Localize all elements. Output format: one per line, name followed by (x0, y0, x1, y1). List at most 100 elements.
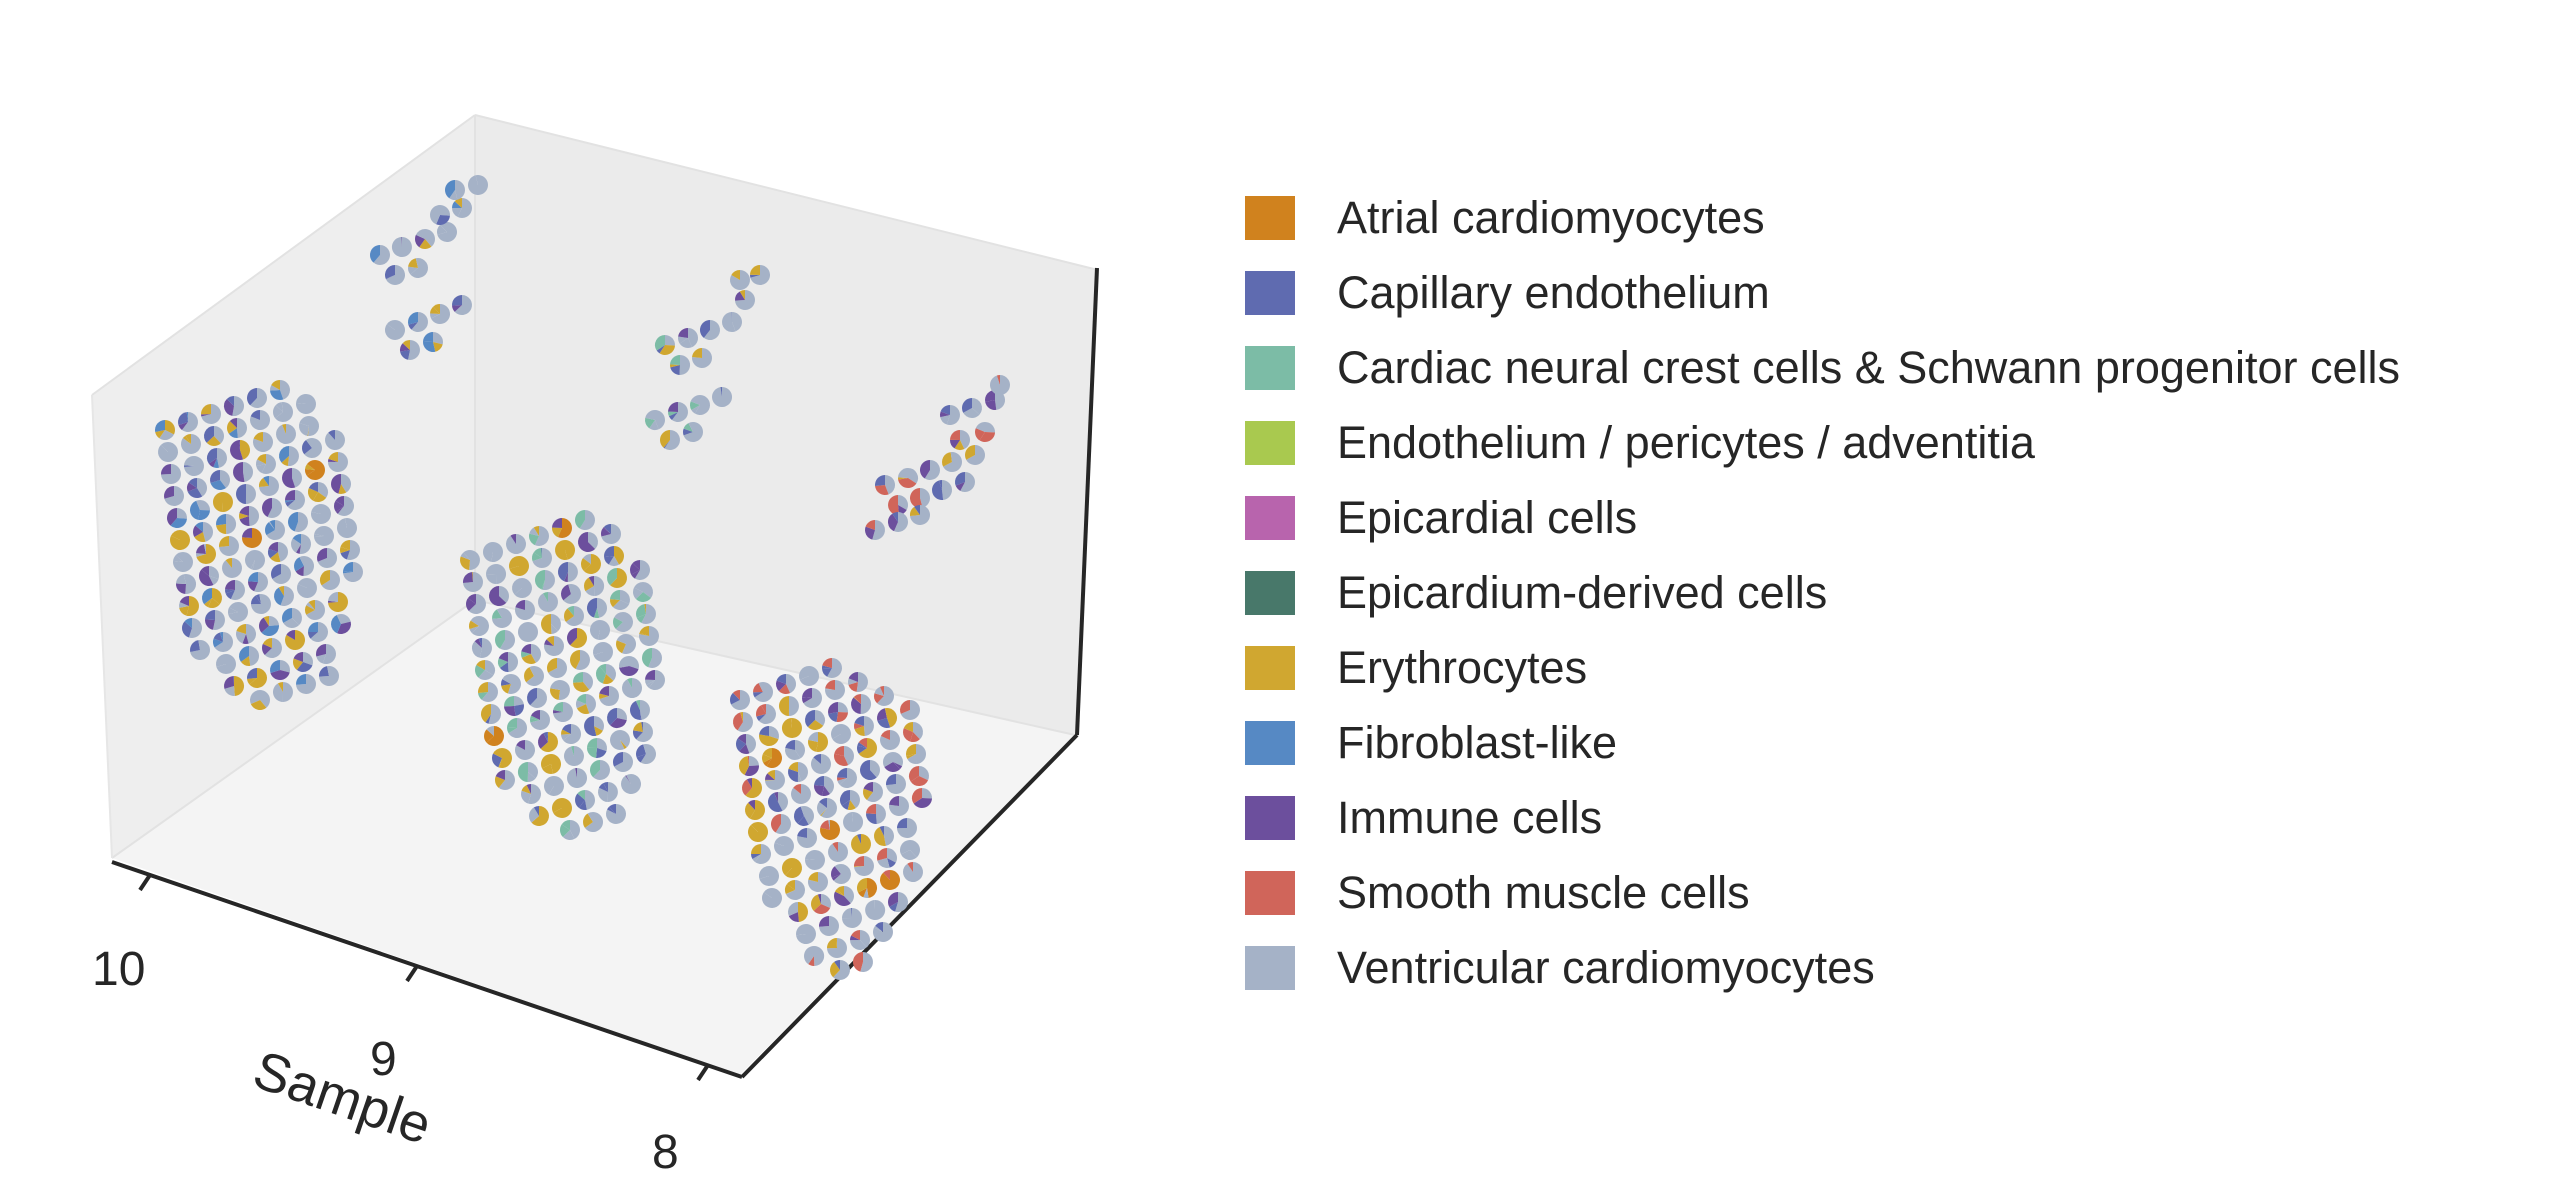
spot-pie-slice (587, 738, 597, 748)
spot-pie-slice (739, 744, 750, 755)
spot-pie (313, 526, 334, 547)
spot-pie-slice (888, 796, 909, 816)
spot-pie (269, 380, 290, 401)
spot-pie-slice (276, 424, 297, 444)
spot-pie-slice (373, 245, 391, 265)
spot-pie (831, 864, 852, 884)
spot-pie-slice (225, 580, 235, 590)
spot-pie-slice (544, 639, 554, 646)
spot-pie-slice (801, 697, 812, 704)
spot-pie-slice (567, 628, 577, 646)
spot-pie-slice (317, 548, 338, 568)
spot-pie-slice (204, 598, 212, 608)
spot-pie-slice (196, 500, 200, 510)
spot-pie (567, 767, 588, 788)
spot-pie (863, 782, 883, 803)
spot-pie-slice (762, 748, 772, 758)
spot-pie-slice (813, 904, 831, 914)
spot-pie (954, 471, 976, 492)
legend-item: Cardiac neural crest cells & Schwann pro… (1245, 330, 2400, 405)
spot-pie-slice (741, 779, 752, 796)
spot-pie (408, 258, 429, 279)
spot-pie-slice (874, 925, 883, 932)
spot-pie-slice (678, 328, 688, 338)
spot-pie (241, 528, 262, 548)
spot-pie (253, 432, 274, 452)
spot-pie-slice (876, 804, 886, 824)
spot-pie (659, 430, 680, 450)
spot-pie-slice (210, 480, 227, 490)
spot-pie-slice (455, 180, 465, 200)
spot-pie-slice (819, 798, 827, 808)
spot-pie-slice (649, 420, 659, 430)
spot-pie-slice (457, 198, 472, 218)
spot-pie-slice (785, 880, 805, 901)
spot-pie-slice (858, 738, 867, 748)
spot-pie-slice (247, 678, 257, 685)
spot-pie-slice (834, 960, 840, 970)
spot-pie-slice (207, 448, 217, 464)
spot-pie-slice (165, 420, 175, 435)
spot-pie-slice (225, 590, 235, 600)
spot-pie-slice (530, 688, 547, 709)
spot-pie-slice (164, 486, 174, 499)
spot-pie-slice (785, 747, 801, 761)
spot-pie-slice (210, 470, 220, 484)
spot-pie-slice (239, 516, 250, 527)
x-tick (696, 1063, 710, 1082)
spot-pie-slice (508, 651, 519, 672)
spot-pie-slice (853, 697, 861, 704)
spot-pie (517, 761, 539, 783)
spot-pie-slice (920, 487, 931, 508)
spot-pie-slice (472, 572, 473, 582)
spot-pie-slice (819, 916, 839, 936)
spot-pie-slice (469, 626, 479, 633)
spot-pie-slice (488, 704, 502, 724)
spot-pie-slice (551, 754, 561, 774)
spot-pie-slice (920, 460, 930, 479)
spot-pie-slice (679, 338, 693, 348)
spot-pie (873, 922, 893, 942)
spot-pie (296, 394, 317, 414)
spot-pie-slice (514, 696, 524, 706)
spot-pie-slice (851, 697, 861, 714)
spot-pie-slice (433, 304, 440, 314)
spot-pie (636, 604, 656, 624)
spot-pie-slice (790, 784, 811, 805)
spot-pie-slice (506, 727, 517, 734)
spot-pie-slice (451, 295, 462, 306)
spot-pie-slice (451, 201, 462, 209)
spot-pie-slice (645, 409, 655, 420)
back-left-pane (92, 115, 475, 858)
spot-pie-slice (415, 234, 425, 248)
spot-pie (826, 937, 847, 958)
spot-pie-slice (825, 680, 835, 690)
spot-pie-slice (817, 894, 821, 904)
spot-pie-slice (250, 560, 255, 570)
spot-pie (729, 270, 750, 290)
spot-pie-slice (584, 812, 604, 833)
spot-pie-slice (795, 924, 806, 936)
spot-pie-slice (340, 546, 350, 554)
spot-pie-slice (831, 866, 841, 878)
spot-pie-slice (260, 690, 270, 708)
spot-pie (595, 664, 617, 685)
spot-pie-slice (593, 608, 600, 619)
spot-pie-slice (898, 468, 908, 478)
spot-pie-slice (322, 644, 337, 665)
spot-pie-slice (585, 790, 595, 810)
spot-pie-slice (430, 313, 440, 319)
spot-pie-slice (974, 428, 985, 441)
spot-pie-slice (877, 686, 894, 706)
spot-pie-slice (683, 423, 693, 432)
spot-pie (749, 265, 770, 285)
spot-pie-slice (328, 430, 335, 440)
spot-pie (942, 452, 962, 473)
spot-pie-slice (633, 730, 643, 740)
spot-pie-slice (259, 477, 269, 487)
spot-pie-slice (985, 390, 995, 402)
spot-pie-slice (864, 526, 875, 540)
spot-pie (538, 731, 559, 752)
spot-pie-slice (805, 850, 826, 870)
spot-pie-slice (234, 675, 245, 696)
